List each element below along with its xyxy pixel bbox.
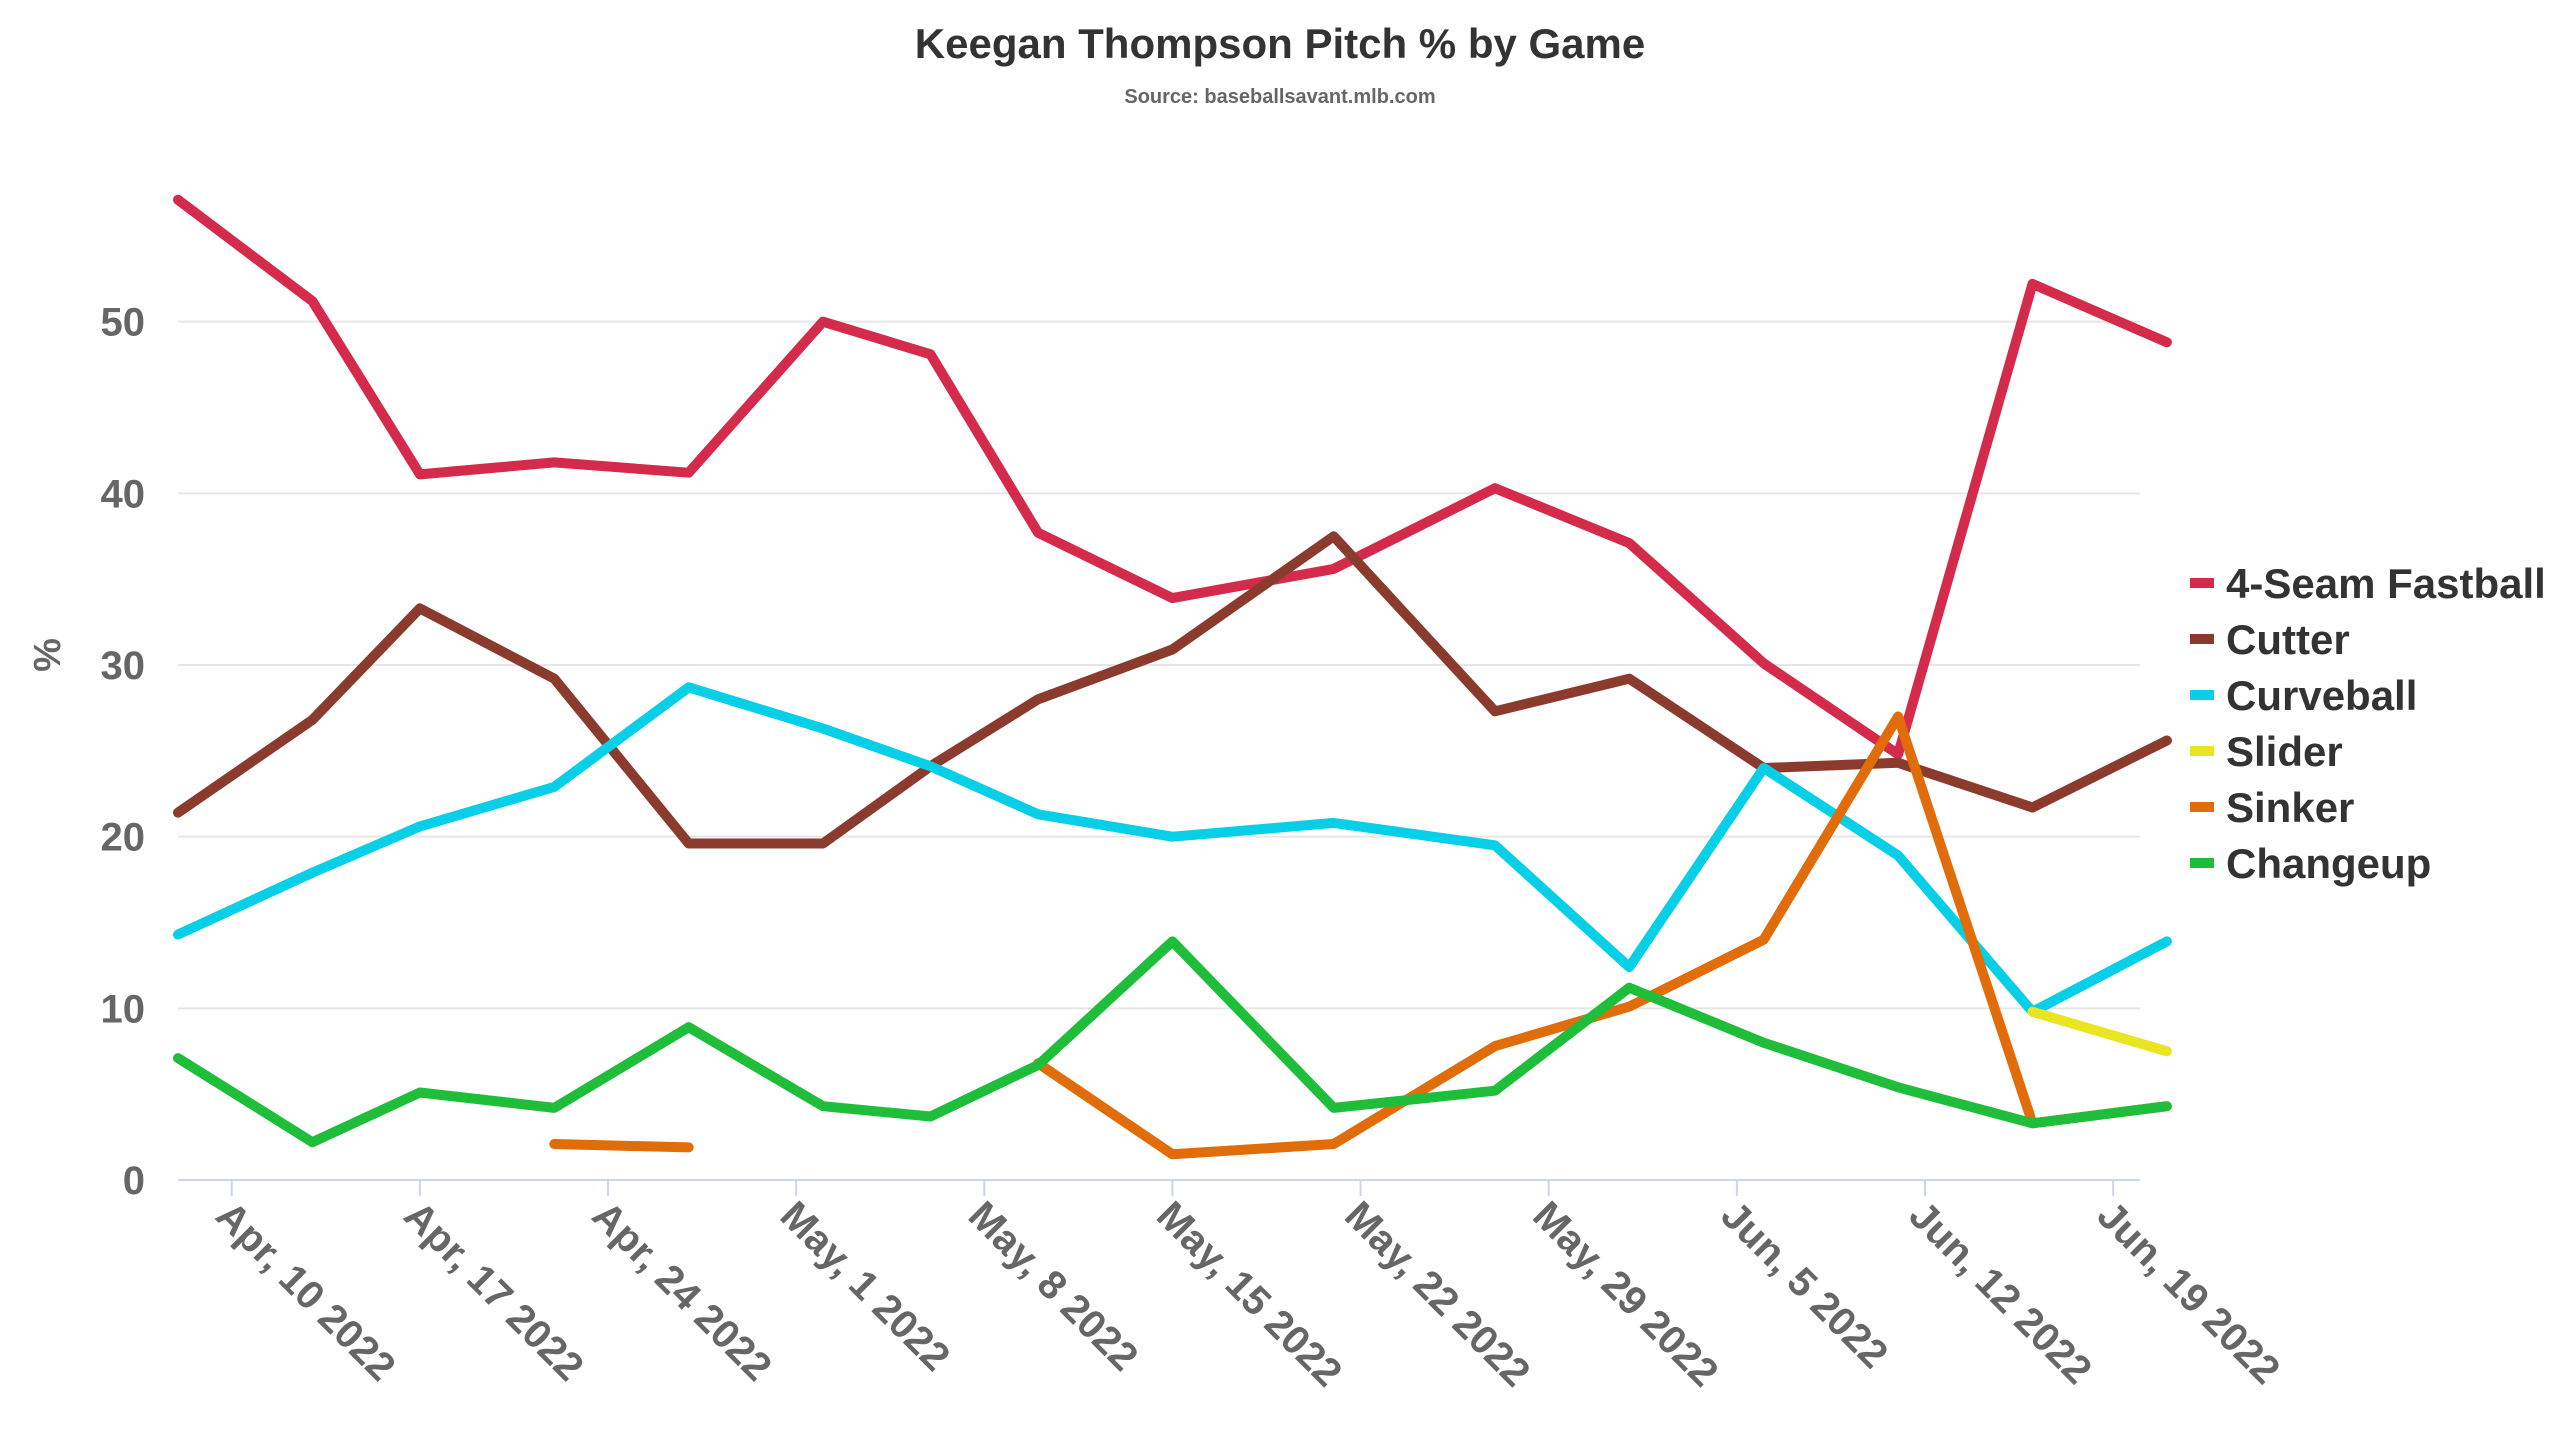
series-line (173, 194, 2172, 760)
chart-title: Keegan Thompson Pitch % by Game (915, 20, 1645, 67)
y-tick-label: 30 (101, 644, 146, 688)
x-tick-label: Apr, 17 2022 (396, 1193, 592, 1389)
chart-subtitle: Source: baseballsavant.mlb.com (1124, 86, 1435, 108)
y-axis-label: % (27, 638, 69, 672)
legend-item[interactable]: 4-Seam Fastball (2190, 560, 2546, 607)
x-tick-label: Apr, 10 2022 (207, 1193, 403, 1389)
legend-label: 4-Seam Fastball (2226, 560, 2546, 607)
series-sinker (549, 711, 2172, 1160)
y-tick-label: 50 (101, 301, 146, 345)
legend-item[interactable]: Changeup (2190, 840, 2431, 887)
x-tick-label: Apr, 24 2022 (584, 1193, 780, 1389)
series-slider (2027, 1006, 2172, 1057)
legend-label: Cutter (2226, 616, 2350, 663)
x-tick-label: Jun, 12 2022 (1901, 1193, 2100, 1392)
x-tick-label: Jun, 5 2022 (1712, 1193, 1896, 1377)
legend-item[interactable]: Slider (2190, 728, 2343, 775)
legend-label: Changeup (2226, 840, 2431, 887)
legend-label: Slider (2226, 728, 2343, 775)
x-tick-label: May, 22 2022 (1336, 1193, 1538, 1395)
legend-item[interactable]: Curveball (2190, 672, 2417, 719)
legend: 4-Seam Fastball Cutter Curveball Slider Sink… (2190, 560, 2546, 887)
y-tick-label: 0 (123, 1159, 145, 1203)
series-line (2027, 1006, 2172, 1057)
y-tick-label: 40 (101, 472, 146, 516)
series-line (173, 682, 2172, 1017)
y-tick-label: 20 (101, 816, 146, 860)
grid-lines (178, 320, 2140, 1010)
series-line (173, 531, 2172, 849)
series-4-seam-fastball (173, 194, 2172, 760)
x-tick-label: Jun, 19 2022 (2089, 1193, 2288, 1392)
series-line (549, 1139, 694, 1153)
x-tick-label: May, 8 2022 (960, 1193, 1146, 1379)
legend-item[interactable]: Cutter (2190, 616, 2350, 663)
series-cutter (173, 531, 2172, 849)
series-changeup (173, 936, 2172, 1148)
y-axis-ticks: 0 10 20 30 40 50 (101, 301, 146, 1203)
legend-label: Sinker (2226, 784, 2354, 831)
legend-item[interactable]: Sinker (2190, 784, 2354, 831)
x-tick-label: May, 29 2022 (1524, 1193, 1726, 1395)
legend-label: Curveball (2226, 672, 2417, 719)
series-line (173, 936, 2172, 1148)
series-line (1033, 711, 2172, 1160)
series-lines (173, 194, 2172, 1160)
y-tick-label: 10 (101, 987, 146, 1031)
x-tick-label: May, 1 2022 (772, 1193, 958, 1379)
series-curveball (173, 682, 2172, 1017)
x-tick-label: May, 15 2022 (1148, 1193, 1350, 1395)
